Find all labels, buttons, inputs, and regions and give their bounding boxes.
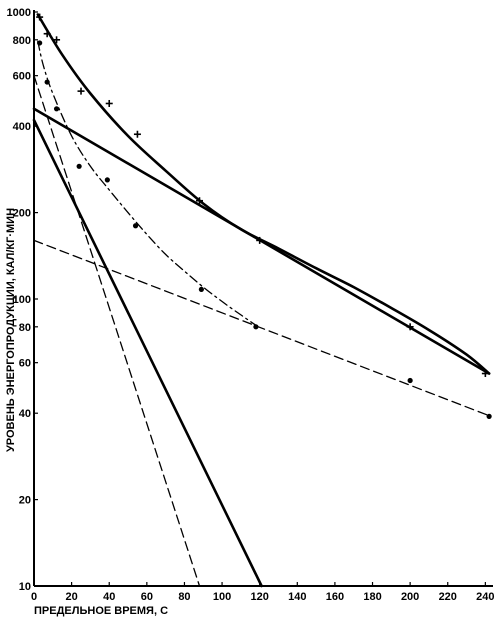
x-tick-label: 20 [65, 591, 77, 603]
series-layer [32, 13, 492, 588]
series-dash-dot-curve [37, 40, 257, 326]
axes [33, 10, 493, 587]
y-tick-label: 60 [19, 358, 31, 370]
data-point-plus [105, 99, 113, 107]
data-point-dot [253, 324, 259, 330]
data-point-dot [104, 177, 110, 183]
data-point-plus [256, 236, 264, 244]
data-point-dot [76, 163, 82, 169]
data-point-dot [486, 413, 492, 419]
x-tick-label: 180 [363, 591, 381, 603]
data-point-plus [77, 87, 85, 95]
data-point-plus [53, 36, 61, 44]
data-point-plus [133, 130, 141, 138]
x-tick-label: 220 [439, 591, 457, 603]
y-tick-label: 600 [13, 71, 31, 83]
series-dashed-line [33, 75, 201, 587]
data-point-dot [37, 40, 43, 46]
data-point-dot [53, 106, 60, 112]
y-tick-label: 80 [19, 322, 31, 334]
x-tick-label: 160 [326, 591, 344, 603]
series-dashed-line [33, 239, 492, 418]
y-tick-label: 10 [19, 581, 31, 593]
data-point-plus [481, 370, 489, 378]
series-thick-line [32, 118, 263, 588]
x-tick-label: 60 [141, 591, 153, 603]
data-point-dot [132, 223, 139, 229]
y-axis-label: УРОВЕНЬ ЭНЕРГОПРОДУКЦИИ, КАЛ/КГ·МИН [5, 208, 17, 452]
x-tick-label: 120 [250, 591, 268, 603]
y-tick-label: 400 [13, 121, 31, 133]
x-tick-label: 140 [288, 591, 306, 603]
x-tick-label: 40 [103, 591, 115, 603]
y-tick-label: 40 [19, 408, 31, 420]
y-tick-label: 800 [13, 35, 31, 47]
x-axis-label: ПРЕДЕЛЬНОЕ ВРЕМЯ, С [34, 605, 168, 617]
y-tick-label: 1000 [7, 7, 31, 19]
data-point-dot [198, 286, 204, 293]
data-point-plus [36, 13, 44, 21]
marker-layer [36, 13, 492, 419]
data-point-plus [406, 323, 414, 331]
x-tick-label: 80 [178, 591, 190, 603]
data-point-dot [407, 377, 413, 384]
x-tick-label: 100 [213, 591, 231, 603]
y-tick-label: 100 [13, 294, 31, 306]
y-tick-label: 20 [19, 495, 31, 507]
x-tick-label: 240 [476, 591, 494, 603]
series-thick-curve [36, 13, 491, 375]
data-point-dot [44, 79, 50, 85]
data-point-plus [43, 30, 51, 38]
y-tick-label: 200 [13, 208, 31, 220]
y-ticks: 10 20 40 60 80 100 200 400 600 800 1000 [7, 7, 38, 593]
x-tick-label: 0 [31, 591, 37, 603]
x-tick-label: 200 [401, 591, 419, 603]
x-ticks: 0 20 40 60 80 100 120 140 160 180 200 220 240 [31, 582, 495, 603]
data-point-plus [195, 197, 203, 205]
